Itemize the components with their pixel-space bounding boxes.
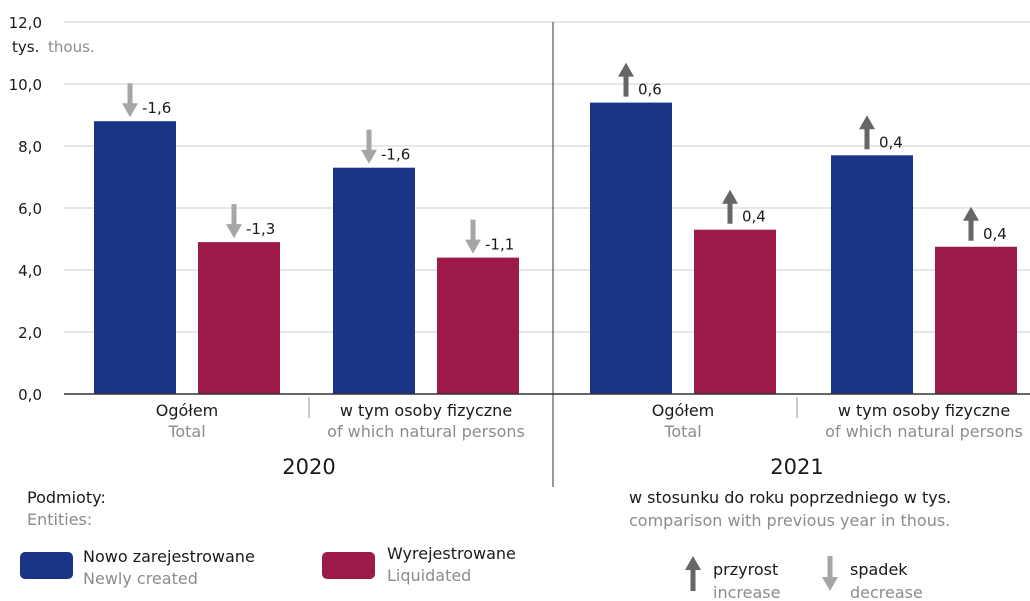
comparison-title: w stosunku do roku poprzedniego w tys. bbox=[629, 488, 951, 507]
y-tick-label: 6,0 bbox=[18, 200, 42, 218]
increase-label: przyrost bbox=[713, 560, 778, 579]
bars bbox=[94, 102, 1017, 394]
category-label: w tym osoby fizyczne bbox=[340, 401, 512, 420]
y-axis: tys. thous. 0,0 2,0 4,0 6,0 8,0 10,0 12,0 bbox=[9, 14, 95, 404]
change-arrowhead-down bbox=[122, 103, 138, 118]
year-label: 2021 bbox=[770, 455, 823, 479]
y-tick-label: 0,0 bbox=[18, 386, 42, 404]
legend-label-liquidated-en: Liquidated bbox=[387, 566, 471, 585]
decrease-label-en: decrease bbox=[850, 583, 923, 601]
change-label: -1,6 bbox=[142, 99, 171, 117]
change-arrowhead-down bbox=[226, 224, 242, 239]
bar bbox=[831, 155, 913, 394]
increase-arrow-icon bbox=[685, 556, 701, 591]
y-tick-label: 12,0 bbox=[9, 14, 42, 32]
y-unit-label: tys. bbox=[12, 38, 39, 56]
legend-title: Podmioty: bbox=[27, 488, 106, 507]
bar bbox=[333, 167, 415, 394]
legend-label-newly-created: Nowo zarejestrowane bbox=[83, 547, 255, 566]
category-label-en: of which natural persons bbox=[327, 422, 525, 441]
change-arrowhead-down bbox=[465, 239, 481, 254]
bar bbox=[935, 246, 1017, 394]
y-tick-label: 2,0 bbox=[18, 324, 42, 342]
category-label-en: Total bbox=[663, 422, 701, 441]
legend-label-newly-created-en: Newly created bbox=[83, 569, 198, 588]
change-arrowhead-up bbox=[722, 189, 738, 204]
legend-swatch-newly-created bbox=[20, 552, 73, 579]
legend-label-liquidated: Wyrejestrowane bbox=[387, 544, 516, 563]
y-tick-label: 10,0 bbox=[9, 76, 42, 94]
change-arrowhead-up bbox=[859, 115, 875, 130]
category-label-en: Total bbox=[167, 422, 205, 441]
x-axis: Ogółem Total w tym osoby fizyczne of which … bbox=[64, 22, 1030, 487]
change-label: 0,4 bbox=[742, 208, 766, 226]
y-unit-label-en: thous. bbox=[48, 38, 95, 56]
change-label: 0,4 bbox=[879, 133, 903, 151]
change-arrowhead-up bbox=[963, 206, 979, 221]
legend: Podmioty: Entities: Nowo zarejestrowane … bbox=[20, 488, 516, 588]
bar bbox=[590, 102, 672, 394]
comparison-note: w stosunku do roku poprzedniego w tys. c… bbox=[629, 488, 951, 601]
bar bbox=[437, 257, 519, 394]
category-label: w tym osoby fizyczne bbox=[838, 401, 1010, 420]
change-arrowhead-up bbox=[618, 62, 634, 77]
category-label-en: of which natural persons bbox=[825, 422, 1023, 441]
increase-label-en: increase bbox=[713, 583, 780, 601]
legend-title-en: Entities: bbox=[27, 510, 92, 529]
change-label: 0,6 bbox=[638, 81, 662, 99]
decrease-label: spadek bbox=[850, 560, 908, 579]
bar bbox=[198, 242, 280, 394]
bar bbox=[94, 121, 176, 394]
change-label: 0,4 bbox=[983, 225, 1007, 243]
change-label: -1,6 bbox=[381, 146, 410, 164]
change-label: -1,1 bbox=[485, 236, 514, 254]
year-label: 2020 bbox=[282, 455, 335, 479]
y-tick-label: 8,0 bbox=[18, 138, 42, 156]
change-label: -1,3 bbox=[246, 220, 275, 238]
category-label: Ogółem bbox=[652, 401, 715, 420]
y-tick-label: 4,0 bbox=[18, 262, 42, 280]
change-arrowhead-down bbox=[361, 149, 377, 164]
change-arrows: -1,6 -1,3 -1,6 -1,1 0,6 0,4 0,4 0,4 bbox=[122, 62, 1007, 254]
bar bbox=[694, 229, 776, 394]
legend-swatch-liquidated bbox=[322, 552, 375, 579]
decrease-arrow-icon bbox=[822, 556, 838, 591]
category-label: Ogółem bbox=[156, 401, 219, 420]
comparison-title-en: comparison with previous year in thous. bbox=[629, 511, 950, 530]
